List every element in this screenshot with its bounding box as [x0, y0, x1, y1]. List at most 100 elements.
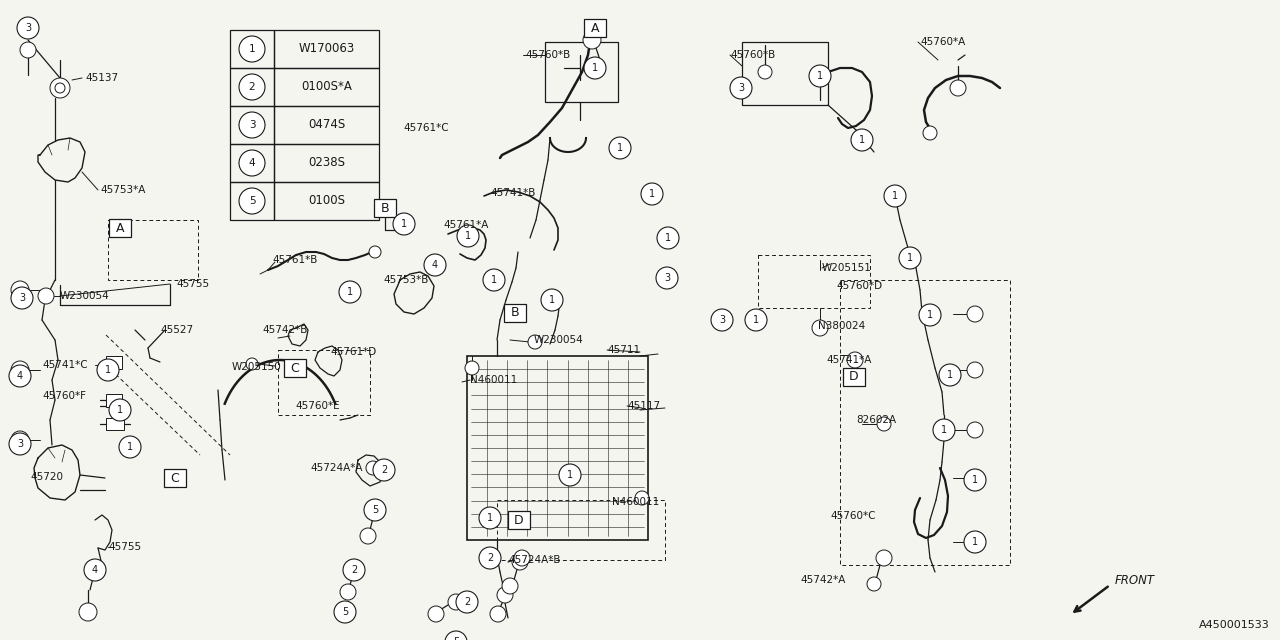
Text: FRONT: FRONT: [1115, 573, 1155, 586]
Circle shape: [339, 281, 361, 303]
Text: 1: 1: [116, 405, 123, 415]
Text: 0238S: 0238S: [308, 157, 346, 170]
Circle shape: [456, 591, 477, 613]
Text: 1: 1: [347, 287, 353, 297]
Text: 45711: 45711: [607, 345, 640, 355]
Circle shape: [119, 436, 141, 458]
Text: 1: 1: [753, 315, 759, 325]
Text: 45741*C: 45741*C: [42, 360, 87, 370]
Text: 1: 1: [892, 191, 899, 201]
Text: W230054: W230054: [534, 335, 584, 345]
Circle shape: [366, 461, 380, 475]
Text: 45760*B: 45760*B: [525, 50, 571, 60]
Text: 3: 3: [719, 315, 724, 325]
Bar: [230, 30, 274, 68]
Circle shape: [479, 547, 500, 569]
Text: 45760*D: 45760*D: [836, 281, 882, 291]
Circle shape: [923, 126, 937, 140]
Text: 1: 1: [401, 219, 407, 229]
Circle shape: [964, 469, 986, 491]
Text: 45741*B: 45741*B: [490, 188, 535, 198]
Text: 45741*A: 45741*A: [826, 355, 872, 365]
Text: 45724A*B: 45724A*B: [508, 555, 561, 565]
Circle shape: [635, 491, 649, 505]
Text: 4: 4: [431, 260, 438, 270]
Circle shape: [428, 606, 444, 622]
Text: 1: 1: [567, 470, 573, 480]
Circle shape: [239, 36, 265, 62]
Bar: [504, 304, 526, 322]
Text: 45761*B: 45761*B: [273, 255, 317, 265]
Text: 1: 1: [486, 513, 493, 523]
Bar: [230, 144, 274, 182]
Text: 45761*A: 45761*A: [443, 220, 489, 230]
Circle shape: [884, 185, 906, 207]
Text: B: B: [380, 202, 389, 214]
Circle shape: [529, 335, 541, 349]
Text: 4: 4: [17, 371, 23, 381]
Text: C: C: [170, 472, 179, 484]
Circle shape: [710, 309, 733, 331]
Bar: [584, 19, 605, 37]
Text: N380024: N380024: [818, 321, 865, 331]
Text: D: D: [849, 371, 859, 383]
Circle shape: [457, 225, 479, 247]
Text: 3: 3: [17, 439, 23, 449]
Circle shape: [584, 57, 605, 79]
Text: 45742*A: 45742*A: [800, 575, 845, 585]
Text: 1: 1: [127, 442, 133, 452]
Circle shape: [812, 320, 828, 336]
Circle shape: [17, 17, 38, 39]
Text: 1: 1: [859, 135, 865, 145]
Bar: [545, 42, 618, 102]
Text: 1: 1: [817, 71, 823, 81]
Text: 1: 1: [972, 537, 978, 547]
Circle shape: [541, 289, 563, 311]
Text: 3: 3: [664, 273, 669, 283]
Bar: [164, 469, 186, 487]
Text: 45760*C: 45760*C: [829, 511, 876, 521]
Text: 2: 2: [486, 553, 493, 563]
Circle shape: [20, 42, 36, 58]
Circle shape: [239, 112, 265, 138]
Bar: [467, 356, 648, 540]
Circle shape: [964, 531, 986, 553]
Text: 45527: 45527: [160, 325, 193, 335]
Circle shape: [239, 150, 265, 176]
Circle shape: [940, 364, 961, 386]
Bar: [230, 182, 274, 220]
Circle shape: [84, 559, 106, 581]
Circle shape: [109, 399, 131, 421]
Text: 1: 1: [492, 275, 497, 285]
Text: 1: 1: [465, 231, 471, 241]
Circle shape: [502, 578, 518, 594]
Bar: [109, 219, 131, 237]
Text: 45720: 45720: [29, 472, 63, 482]
Bar: [106, 356, 122, 369]
Circle shape: [851, 129, 873, 151]
Text: W170063: W170063: [298, 42, 355, 56]
Bar: [274, 106, 379, 144]
Bar: [230, 106, 274, 144]
Circle shape: [424, 254, 445, 276]
Circle shape: [246, 358, 259, 370]
Text: 5: 5: [372, 505, 378, 515]
Circle shape: [9, 433, 31, 455]
Bar: [742, 42, 828, 105]
Circle shape: [657, 267, 678, 289]
Circle shape: [448, 594, 465, 610]
Circle shape: [79, 603, 97, 621]
Circle shape: [641, 183, 663, 205]
Bar: [108, 220, 198, 280]
Text: 45724A*A: 45724A*A: [310, 463, 362, 473]
Circle shape: [334, 601, 356, 623]
Circle shape: [445, 631, 467, 640]
Bar: [274, 68, 379, 106]
Text: 45755: 45755: [108, 542, 141, 552]
Text: 82602A: 82602A: [856, 415, 896, 425]
Text: 45760*B: 45760*B: [730, 50, 776, 60]
Circle shape: [812, 70, 828, 86]
Circle shape: [745, 309, 767, 331]
Text: 1: 1: [649, 189, 655, 199]
Text: 1: 1: [941, 425, 947, 435]
